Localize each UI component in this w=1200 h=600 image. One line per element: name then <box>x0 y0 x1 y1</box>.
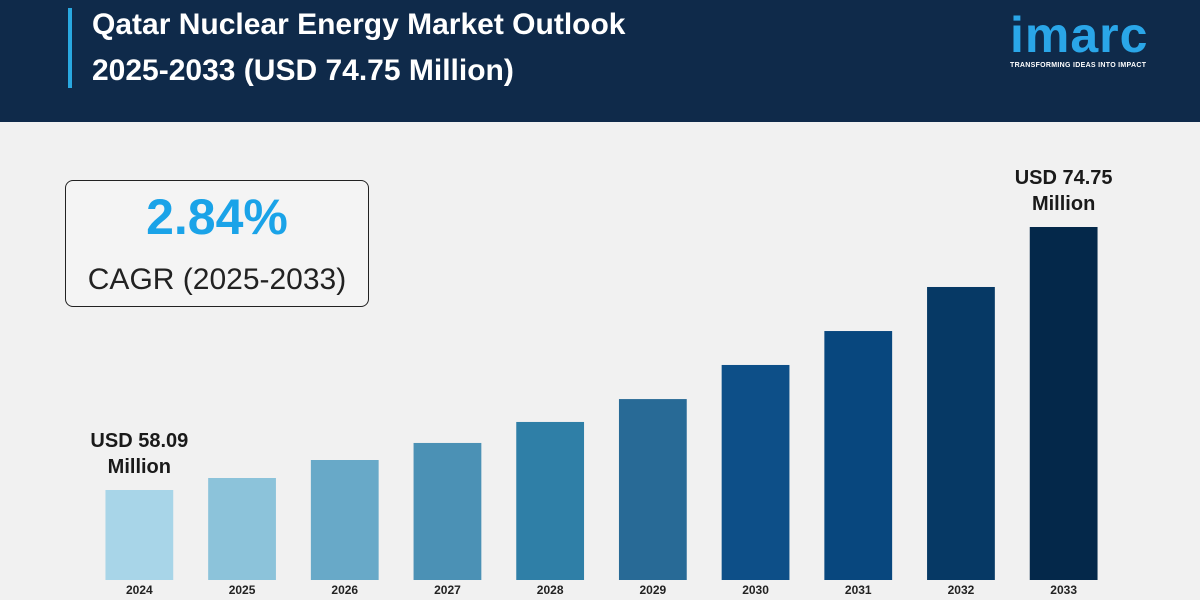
bar <box>208 478 276 580</box>
chart-title: Qatar Nuclear Energy Market Outlook 2025… <box>92 8 626 87</box>
x-tick-label: 2024 <box>126 583 153 597</box>
logo-text: imarc <box>1010 7 1149 63</box>
logo: imarc TRANSFORMING IDEAS INTO IMPACT <box>1010 10 1170 69</box>
logo-tagline: TRANSFORMING IDEAS INTO IMPACT <box>1010 62 1147 69</box>
x-tick-label: 2029 <box>639 583 666 597</box>
accent-bar <box>68 8 72 88</box>
x-tick-label: 2032 <box>948 583 975 597</box>
value-label: USD 58.09 Million <box>90 430 189 478</box>
x-tick-label: 2025 <box>229 583 256 597</box>
cagr-label: CAGR (2025-2033) <box>87 263 347 296</box>
x-tick-label: 2033 <box>1050 583 1077 597</box>
bar <box>1029 227 1098 580</box>
bar <box>927 286 995 580</box>
x-tick-label: 2028 <box>537 583 564 597</box>
x-tick-label: 2031 <box>845 583 872 597</box>
x-tick-label: 2027 <box>434 583 461 597</box>
x-tick-label: 2030 <box>742 583 769 597</box>
cagr-box: 2.84% CAGR (2025-2033) <box>65 180 369 307</box>
value-label: USD 74.75 Million <box>1014 167 1113 215</box>
bar <box>618 399 687 580</box>
bar <box>310 460 379 580</box>
bar <box>413 442 482 580</box>
cagr-value: 2.84% <box>146 189 288 245</box>
bar <box>516 421 585 580</box>
header: Qatar Nuclear Energy Market Outlook 2025… <box>0 0 1200 122</box>
bar <box>721 364 790 580</box>
bar <box>105 490 174 580</box>
bar <box>824 331 893 580</box>
x-tick-label: 2026 <box>331 583 358 597</box>
